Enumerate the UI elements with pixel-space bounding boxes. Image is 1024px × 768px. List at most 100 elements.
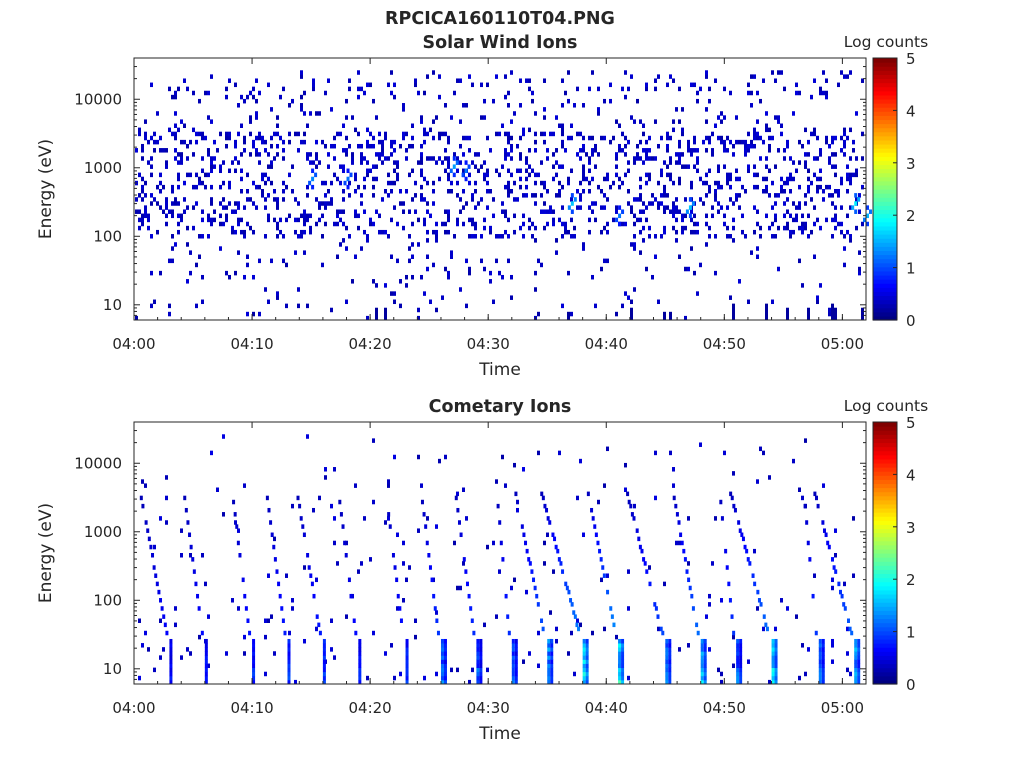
colorbar-swatch: [873, 242, 897, 247]
heatmap-cell: [354, 483, 357, 488]
heatmap-cell: [153, 544, 156, 550]
heatmap-cell: [330, 180, 333, 186]
heatmap-cell: [759, 446, 762, 452]
heatmap-cell: [411, 242, 414, 247]
heatmap-cell: [555, 626, 558, 632]
heatmap-cell: [708, 135, 711, 141]
heatmap-cell: [322, 675, 326, 681]
heatmap-cell: [854, 667, 858, 673]
heatmap-cell: [276, 295, 279, 300]
heatmap-cell: [582, 643, 586, 648]
heatmap-cell: [624, 143, 627, 149]
heatmap-cell: [252, 229, 255, 235]
heatmap-cell: [276, 225, 279, 231]
heatmap-cell: [264, 234, 267, 239]
y-axis-label-cometary: Energy (eV): [36, 503, 56, 603]
heatmap-cell: [372, 438, 375, 443]
heatmap-cell: [768, 475, 771, 480]
heatmap-cell: [522, 131, 525, 137]
heatmap-cell: [432, 189, 435, 194]
heatmap-cell: [384, 189, 387, 194]
heatmap-cell: [621, 679, 625, 685]
heatmap-cell: [726, 135, 729, 141]
heatmap-cell: [248, 630, 252, 636]
heatmap-cell: [846, 651, 849, 656]
heatmap-cell: [146, 528, 150, 533]
heatmap-cell: [798, 90, 801, 96]
heatmap-cell: [297, 131, 300, 137]
heatmap-cell: [417, 90, 420, 96]
heatmap-cell: [857, 659, 861, 664]
heatmap-cell: [138, 209, 141, 214]
heatmap-cell: [861, 307, 864, 313]
heatmap-cell: [333, 172, 336, 178]
heatmap-cell: [756, 479, 759, 484]
heatmap-cell: [621, 303, 624, 309]
colorbar-swatch: [873, 246, 897, 252]
heatmap-cell: [600, 189, 603, 194]
heatmap-cell: [177, 172, 180, 178]
heatmap-cell: [696, 221, 699, 227]
heatmap-cell: [582, 651, 586, 656]
heatmap-cell: [486, 180, 489, 186]
heatmap-cell: [399, 143, 402, 149]
heatmap-cell: [165, 160, 168, 165]
heatmap-cell: [711, 205, 714, 210]
heatmap-cell: [857, 655, 861, 660]
heatmap-cell: [240, 189, 243, 194]
heatmap-cell: [162, 614, 166, 619]
heatmap-cell: [315, 626, 318, 632]
heatmap-cell: [387, 483, 390, 488]
heatmap-cell: [702, 139, 705, 145]
heatmap-cell: [462, 103, 465, 108]
heatmap-cell: [840, 205, 843, 210]
heatmap-cell: [831, 164, 834, 169]
heatmap-cell: [281, 618, 285, 623]
colorbar-swatch: [873, 467, 897, 472]
heatmap-cell: [303, 221, 306, 227]
heatmap-cell: [675, 540, 678, 546]
heatmap-cell: [210, 74, 213, 79]
heatmap-cell: [384, 520, 387, 525]
heatmap-cell: [645, 148, 648, 153]
heatmap-cell: [204, 671, 208, 677]
heatmap-cell: [594, 217, 597, 223]
heatmap-cell: [201, 131, 204, 137]
colorbar-swatch: [873, 234, 897, 239]
heatmap-cell: [576, 86, 579, 92]
heatmap-cell: [654, 86, 657, 92]
heatmap-cell: [783, 225, 786, 231]
heatmap-cell: [756, 606, 759, 611]
heatmap-cell: [857, 197, 861, 202]
heatmap-cell: [771, 659, 775, 664]
heatmap-cell: [276, 291, 279, 296]
heatmap-cell: [369, 221, 372, 227]
heatmap-cell: [831, 577, 834, 583]
heatmap-cell: [703, 651, 707, 656]
heatmap-cell: [270, 164, 273, 169]
heatmap-cell: [738, 139, 741, 145]
heatmap-cell: [843, 262, 846, 268]
heatmap-cell: [633, 234, 636, 239]
heatmap-cell: [443, 655, 447, 660]
heatmap-cell: [390, 217, 393, 223]
heatmap-cell: [438, 135, 441, 141]
heatmap-cell: [276, 221, 279, 227]
heatmap-cell: [552, 152, 555, 157]
heatmap-cell: [680, 540, 684, 546]
heatmap-cell: [736, 647, 740, 652]
heatmap-cell: [288, 131, 291, 137]
heatmap-cell: [336, 131, 339, 137]
heatmap-cell: [627, 295, 630, 300]
heatmap-cell: [807, 315, 810, 321]
heatmap-cell: [736, 638, 740, 644]
heatmap-cell: [768, 168, 771, 174]
heatmap-cell: [585, 651, 589, 656]
heatmap-cell: [423, 127, 426, 133]
heatmap-cell: [318, 205, 321, 210]
heatmap-cell: [443, 671, 447, 677]
heatmap-cell: [688, 585, 692, 591]
heatmap-cell: [269, 520, 273, 525]
heatmap-cell: [768, 193, 771, 198]
heatmap-cell: [801, 225, 804, 231]
